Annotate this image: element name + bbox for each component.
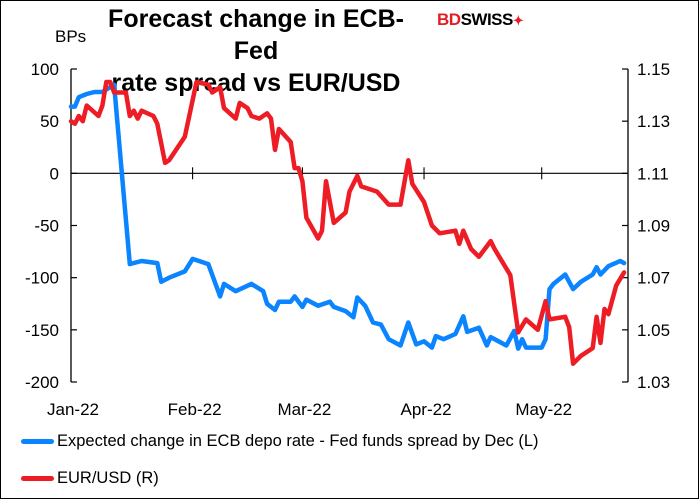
x-axis-tick-label: Jan-22 [47,400,99,419]
right-axis-tick-label: 1.09 [637,217,670,236]
left-axis-tick-label: -100 [25,269,59,288]
chart-title-line-1: Forecast change in ECB-Fed [108,5,404,65]
x-axis-tick-label: Feb-22 [168,400,222,419]
legend-item-eurusd: EUR/USD (R) [21,469,159,488]
left-axis-tick-label: -200 [25,373,59,392]
left-axis-unit-label: BPs [55,27,87,46]
chart-title-line-2: rate spread vs EUR/USD [111,69,401,97]
bdswiss-logo: BDSWISS✦ [437,10,524,29]
legend-swatch-spread [21,439,54,444]
right-axis-tick-label: 1.13 [637,112,670,131]
right-axis-tick-label: 1.07 [637,269,670,288]
legend-swatch-eurusd [21,476,54,481]
x-axis-tick-label: Mar-22 [277,400,331,419]
series-line-eurusd [68,79,627,366]
right-axis-tick-label: 1.15 [637,60,670,79]
left-axis-tick-label: 0 [50,164,59,183]
left-axis-tick-label: -50 [34,217,59,236]
right-axis-tick-label: 1.11 [637,164,669,183]
chart-title: Forecast change in ECB-Fed rate spread v… [96,3,416,99]
right-axis-tick-label: 1.05 [637,321,670,340]
legend-label-spread: Expected change in ECB depo rate - Fed f… [57,432,539,450]
right-axis-tick-label: 1.03 [637,373,670,392]
left-axis-tick-label: 100 [31,60,59,79]
x-axis-tick-label: Apr-22 [401,400,452,419]
x-axis-tick-label: May-22 [515,400,572,419]
series-line-spread [68,82,627,351]
legend-item-spread: Expected change in ECB depo rate - Fed f… [21,432,539,451]
left-axis-tick-label: -150 [25,321,59,340]
legend-label-eurusd: EUR/USD (R) [57,469,159,487]
left-axis-tick-label: 50 [40,112,59,131]
